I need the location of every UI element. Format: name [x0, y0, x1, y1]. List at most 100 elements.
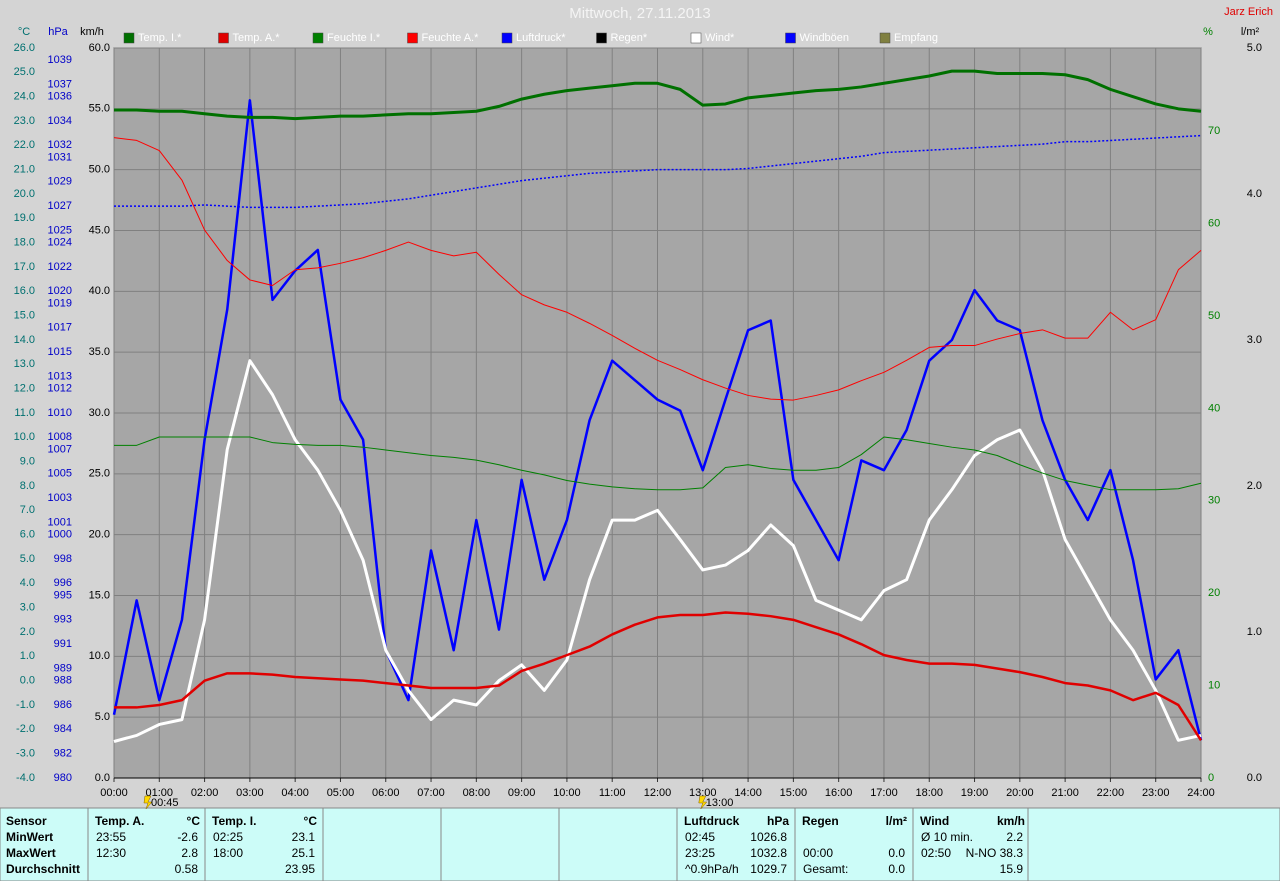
y-tick-label: 55.0: [89, 103, 110, 115]
cell-value: 0.0: [888, 862, 905, 876]
block-name: Temp. A.: [95, 814, 144, 828]
x-tick-label: 09:00: [508, 787, 536, 799]
y-tick-label: 23.0: [14, 115, 35, 127]
legend-swatch: [407, 32, 418, 44]
y-tick-label: 1010: [48, 407, 72, 419]
axis-unit: °C: [18, 26, 30, 38]
legend-label: Empfang: [894, 32, 938, 44]
legend-label: Feuchte I.*: [327, 32, 381, 44]
legend-swatch: [218, 32, 229, 44]
y-tick-label: 22.0: [14, 139, 35, 151]
y-tick-label: 6.0: [20, 529, 35, 541]
y-tick-label: 2.0: [20, 626, 35, 638]
y-tick-label: 1019: [48, 297, 72, 309]
series-line: [114, 436, 1202, 491]
y-tick-label: 1013: [48, 370, 72, 382]
stats-table: [0, 807, 1280, 881]
y-tick-label: 10.0: [89, 650, 110, 662]
x-tick-label: 02:00: [191, 787, 219, 799]
x-tick-label: 18:00: [915, 787, 943, 799]
block-name: Luftdruck: [684, 814, 740, 828]
y-tick-label: 60: [1208, 217, 1220, 229]
legend-label: Luftdruck*: [516, 32, 566, 44]
marker-label: 00:45: [151, 797, 179, 809]
x-tick-label: 11:00: [599, 787, 626, 799]
y-tick-label: 30.0: [89, 407, 110, 419]
y-tick-label: 1003: [48, 492, 72, 504]
axis-unit: l/m²: [1241, 26, 1260, 38]
y-tick-label: 1007: [48, 443, 72, 455]
legend-label: Feuchte A.*: [422, 32, 480, 44]
y-tick-label: 4.0: [1247, 188, 1262, 200]
y-tick-label: 18.0: [14, 237, 35, 249]
block-name: Temp. I.: [212, 814, 256, 828]
cell-time: 18:00: [213, 846, 243, 860]
y-tick-label: 996: [54, 577, 72, 589]
y-tick-label: 1001: [48, 516, 72, 528]
marker-icon: [143, 795, 153, 810]
block-unit: l/m²: [886, 814, 907, 828]
cell-time: 02:25: [213, 830, 243, 844]
y-tick-label: 2.0: [1247, 480, 1262, 492]
series-line: [114, 134, 1202, 209]
cell-value: 15.9: [1000, 862, 1024, 876]
y-tick-label: 0.0: [1247, 772, 1262, 784]
series-line: [112, 99, 1203, 741]
y-tick-label: 1032: [48, 139, 72, 151]
y-tick-label: 1015: [48, 346, 72, 358]
y-tick-label: 5.0: [1247, 42, 1262, 54]
y-tick-label: 40: [1208, 402, 1220, 414]
x-tick-label: 00:00: [100, 787, 128, 799]
cell-time: Ø 10 min.: [921, 830, 973, 844]
y-tick-label: 1024: [48, 237, 72, 249]
cell-value: 1029.7: [750, 862, 787, 876]
y-tick-label: 998: [54, 553, 72, 565]
axis-unit: km/h: [80, 26, 104, 38]
y-tick-label: 5.0: [20, 553, 35, 565]
cell-value: 0.58: [175, 862, 199, 876]
y-tick-label: 15.0: [89, 589, 110, 601]
row-label: MinWert: [6, 830, 53, 844]
legend-swatch: [123, 32, 135, 44]
block-name: Wind: [920, 814, 949, 828]
y-tick-label: 20: [1208, 587, 1220, 599]
block-name: Regen: [802, 814, 839, 828]
y-tick-label: 45.0: [89, 224, 110, 236]
cell-time: 00:00: [803, 846, 833, 860]
x-tick-label: 22:00: [1097, 787, 1125, 799]
y-tick-label: 70: [1208, 125, 1220, 137]
y-tick-label: 986: [54, 699, 72, 711]
y-tick-label: 1027: [48, 200, 72, 212]
x-tick-label: 15:00: [780, 787, 808, 799]
block-unit: hPa: [767, 814, 789, 828]
cell-time: 02:50: [921, 846, 951, 860]
x-tick-label: 05:00: [327, 787, 355, 799]
y-tick-label: 0.0: [95, 772, 110, 784]
legend-label: Wind*: [705, 32, 735, 44]
y-tick-label: -1.0: [16, 699, 35, 711]
y-tick-label: 1039: [48, 54, 72, 66]
cell-value: 2.8: [181, 846, 198, 860]
cell-value: -2.6: [177, 830, 198, 844]
series-line: [114, 611, 1203, 741]
block-unit: °C: [304, 814, 318, 828]
row-label: MaxWert: [6, 846, 56, 860]
y-tick-label: 1034: [48, 115, 72, 127]
x-tick-label: 21:00: [1051, 787, 1079, 799]
y-tick-label: 991: [54, 638, 72, 650]
legend-label: Regen*: [611, 32, 648, 44]
legend-swatch: [879, 32, 891, 44]
axis-unit: hPa: [48, 26, 68, 38]
x-tick-label: 17:00: [870, 787, 898, 799]
cell-time: ^0.9hPa/h: [685, 862, 739, 876]
x-tick-label: 19:00: [961, 787, 989, 799]
y-tick-label: 0.0: [20, 675, 35, 687]
y-tick-label: 3.0: [20, 602, 35, 614]
x-tick-label: 23:00: [1142, 787, 1170, 799]
y-tick-label: 1.0: [1247, 626, 1262, 638]
block-unit: km/h: [997, 814, 1025, 828]
y-tick-label: 1022: [48, 261, 72, 273]
cell-time: 23:25: [685, 846, 715, 860]
